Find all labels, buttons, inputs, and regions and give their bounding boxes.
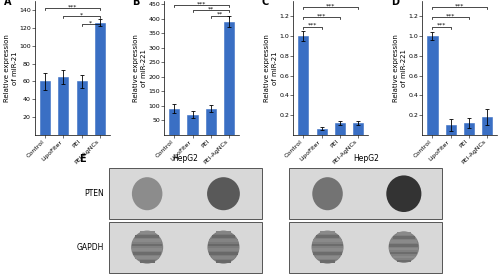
- Bar: [40, 81, 50, 135]
- FancyBboxPatch shape: [210, 239, 238, 242]
- Bar: [224, 22, 234, 135]
- FancyBboxPatch shape: [210, 252, 238, 255]
- Y-axis label: Relative expression
of miR-21: Relative expression of miR-21: [264, 34, 278, 102]
- FancyBboxPatch shape: [109, 168, 262, 219]
- Text: C: C: [262, 0, 269, 7]
- Text: ***: ***: [446, 13, 456, 18]
- Y-axis label: Relative expression
of miR-221: Relative expression of miR-221: [134, 34, 147, 102]
- FancyBboxPatch shape: [392, 256, 415, 258]
- Bar: [206, 109, 216, 135]
- FancyBboxPatch shape: [133, 252, 162, 255]
- Bar: [95, 23, 105, 135]
- FancyBboxPatch shape: [133, 239, 162, 242]
- Bar: [169, 109, 179, 135]
- FancyBboxPatch shape: [390, 244, 418, 247]
- FancyBboxPatch shape: [314, 252, 342, 255]
- Bar: [188, 115, 198, 135]
- FancyBboxPatch shape: [320, 231, 335, 234]
- Y-axis label: Relative expression
of miR-221: Relative expression of miR-221: [394, 34, 407, 102]
- Ellipse shape: [386, 175, 422, 212]
- Text: PTEN: PTEN: [84, 189, 104, 198]
- FancyBboxPatch shape: [316, 256, 340, 259]
- Bar: [335, 123, 345, 135]
- FancyBboxPatch shape: [212, 235, 236, 238]
- Text: *: *: [90, 20, 92, 25]
- Text: ***: ***: [326, 3, 336, 8]
- Y-axis label: Relative expression
of miR-21: Relative expression of miR-21: [4, 34, 18, 102]
- FancyBboxPatch shape: [136, 235, 159, 238]
- Bar: [354, 123, 364, 135]
- Text: **: **: [208, 6, 214, 11]
- Text: HepG2: HepG2: [353, 154, 378, 163]
- Ellipse shape: [208, 230, 240, 264]
- Text: GAPDH: GAPDH: [77, 243, 104, 252]
- FancyBboxPatch shape: [316, 235, 340, 238]
- FancyBboxPatch shape: [132, 244, 162, 246]
- FancyBboxPatch shape: [208, 248, 238, 251]
- Text: ***: ***: [317, 13, 326, 18]
- Bar: [298, 36, 308, 135]
- Text: HepG2: HepG2: [172, 154, 198, 163]
- Text: A: A: [4, 0, 11, 7]
- Text: ***: ***: [456, 3, 464, 8]
- FancyBboxPatch shape: [320, 260, 335, 263]
- Ellipse shape: [388, 231, 419, 263]
- FancyBboxPatch shape: [390, 248, 418, 251]
- Text: ***: ***: [68, 4, 77, 9]
- FancyBboxPatch shape: [397, 232, 411, 235]
- FancyBboxPatch shape: [216, 260, 231, 263]
- FancyBboxPatch shape: [312, 244, 342, 246]
- Text: **: **: [217, 11, 223, 16]
- FancyBboxPatch shape: [390, 240, 417, 242]
- Bar: [482, 117, 492, 135]
- FancyBboxPatch shape: [392, 236, 415, 239]
- FancyBboxPatch shape: [136, 256, 159, 259]
- Ellipse shape: [132, 177, 162, 210]
- Text: ***: ***: [437, 23, 446, 28]
- Ellipse shape: [131, 230, 163, 264]
- FancyBboxPatch shape: [140, 260, 154, 263]
- FancyBboxPatch shape: [132, 248, 162, 251]
- FancyBboxPatch shape: [312, 248, 342, 251]
- FancyBboxPatch shape: [290, 168, 442, 219]
- Text: ***: ***: [308, 23, 317, 28]
- Ellipse shape: [312, 230, 344, 264]
- FancyBboxPatch shape: [290, 222, 442, 273]
- FancyBboxPatch shape: [397, 259, 411, 262]
- FancyBboxPatch shape: [390, 252, 417, 254]
- Text: B: B: [132, 0, 140, 7]
- Bar: [76, 81, 86, 135]
- FancyBboxPatch shape: [216, 231, 231, 234]
- FancyBboxPatch shape: [109, 222, 262, 273]
- Bar: [428, 36, 438, 135]
- FancyBboxPatch shape: [212, 256, 236, 259]
- FancyBboxPatch shape: [140, 231, 154, 234]
- Ellipse shape: [312, 177, 343, 210]
- Bar: [464, 123, 474, 135]
- Text: D: D: [391, 0, 399, 7]
- FancyBboxPatch shape: [314, 239, 342, 242]
- Bar: [316, 129, 326, 135]
- Text: ***: ***: [197, 1, 206, 6]
- Text: *: *: [80, 12, 84, 17]
- Text: E: E: [79, 154, 86, 164]
- Ellipse shape: [207, 177, 240, 210]
- FancyBboxPatch shape: [208, 244, 238, 246]
- Bar: [58, 77, 68, 135]
- Bar: [446, 125, 456, 135]
